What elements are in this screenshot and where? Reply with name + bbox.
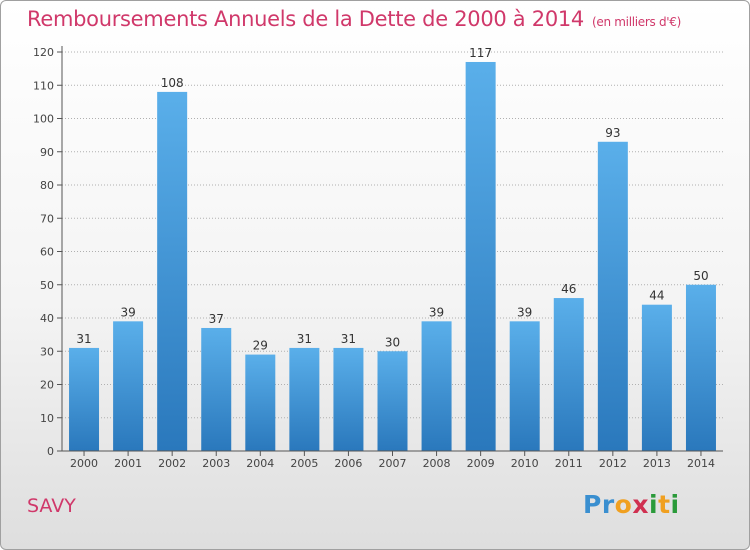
bar-value-label: 31 <box>76 332 91 346</box>
y-tick-label: 30 <box>40 345 54 358</box>
bar <box>597 141 628 451</box>
bar <box>465 61 496 451</box>
y-tick-label: 50 <box>40 279 54 292</box>
place-name: SAVY <box>27 495 76 517</box>
logo-letter: o <box>614 490 633 519</box>
bar <box>289 347 320 451</box>
bar-value-label: 50 <box>693 269 708 283</box>
bar-value-label: 31 <box>297 332 312 346</box>
x-tick-label: 2010 <box>511 457 539 470</box>
y-tick-label: 60 <box>40 246 54 259</box>
bar-value-label: 39 <box>429 305 444 319</box>
bar-value-label: 44 <box>649 289 664 303</box>
y-tick-label: 80 <box>40 179 54 192</box>
axes <box>57 46 723 456</box>
bar <box>69 347 100 451</box>
bar <box>641 304 672 451</box>
x-tick-label: 2002 <box>158 457 186 470</box>
proxiti-logo: Proxiti <box>583 490 680 519</box>
bar-value-label: 39 <box>120 305 135 319</box>
bar <box>509 321 540 451</box>
x-tick-label: 2013 <box>643 457 671 470</box>
y-tick-label: 10 <box>40 412 54 425</box>
y-tick-label: 100 <box>33 113 54 126</box>
chart-unit: (en milliers d'€) <box>592 15 682 29</box>
x-tick-label: 2014 <box>687 457 715 470</box>
logo-letter: r <box>601 490 615 519</box>
x-tick-label: 2007 <box>379 457 407 470</box>
bar <box>421 321 452 451</box>
chart-title: Remboursements Annuels de la Dette de 20… <box>27 7 681 31</box>
bar-value-label: 117 <box>469 46 492 60</box>
bar <box>685 284 716 451</box>
bar <box>113 321 144 451</box>
bar-value-label: 39 <box>517 305 532 319</box>
x-tick-label: 2008 <box>423 457 451 470</box>
y-tick-label: 40 <box>40 312 54 325</box>
bar <box>377 351 408 451</box>
x-tick-label: 2005 <box>290 457 318 470</box>
logo-letter: t <box>658 490 671 519</box>
logo-letter: i <box>649 490 659 519</box>
bars <box>69 61 716 452</box>
bar <box>201 327 232 451</box>
bar <box>245 354 276 451</box>
x-tick-label: 2000 <box>70 457 98 470</box>
x-tick-label: 2001 <box>114 457 142 470</box>
bar-value-label: 30 <box>385 335 400 349</box>
logo-letter: P <box>583 490 602 519</box>
bar <box>157 91 188 452</box>
bar <box>333 347 364 451</box>
chart-title-text: Remboursements Annuels de la Dette de 20… <box>27 7 584 31</box>
x-tick-label: 2006 <box>334 457 362 470</box>
bar-value-label: 46 <box>561 282 576 296</box>
bar <box>553 298 584 451</box>
bar-value-label: 31 <box>341 332 356 346</box>
logo-letter: i <box>670 490 680 519</box>
bar-value-label: 37 <box>209 312 224 326</box>
y-tick-label: 70 <box>40 212 54 225</box>
x-tick-label: 2004 <box>246 457 274 470</box>
x-tick-label: 2011 <box>555 457 583 470</box>
y-tick-label: 90 <box>40 146 54 159</box>
bar-value-label: 93 <box>605 126 620 140</box>
x-tick-label: 2012 <box>599 457 627 470</box>
y-tick-label: 20 <box>40 379 54 392</box>
y-tick-label: 0 <box>47 445 54 458</box>
bar-value-label: 108 <box>161 76 184 90</box>
labels: 0 10 20 30 40 50 60 70 80 90 100 110 120 31 2000 39 2001… <box>33 46 715 470</box>
logo-letter: x <box>632 490 649 519</box>
x-tick-label: 2009 <box>467 457 495 470</box>
y-tick-label: 110 <box>33 79 54 92</box>
bar-value-label: 29 <box>253 339 268 353</box>
x-tick-label: 2003 <box>202 457 230 470</box>
y-tick-label: 120 <box>33 46 54 59</box>
